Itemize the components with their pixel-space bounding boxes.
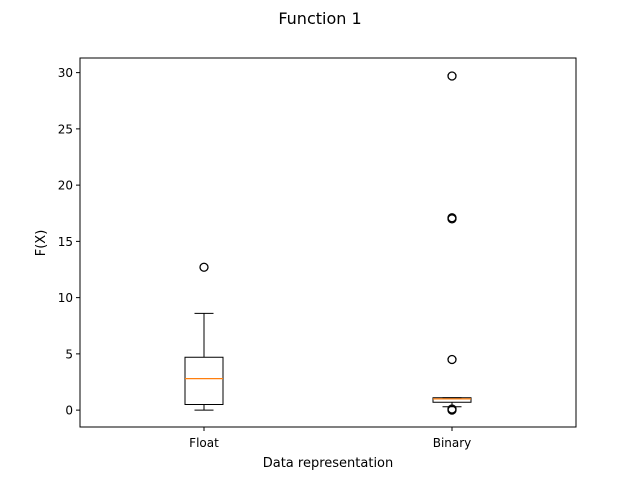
flier-point-float [199, 262, 209, 272]
y-tick-label: 5 [65, 347, 73, 361]
y-tick-label: 25 [58, 122, 73, 136]
flier-point-binary [447, 404, 457, 414]
flier-point-binary [447, 71, 457, 81]
box-float [184, 356, 224, 405]
chart-title: Function 1 [278, 9, 361, 28]
y-tick-label: 0 [65, 404, 73, 418]
axes-frame [79, 57, 577, 428]
box-binary [432, 397, 472, 403]
y-axis-label: F(X) [34, 230, 49, 257]
flier-point-binary [447, 213, 457, 223]
x-tick-label-float: Float [189, 436, 219, 450]
x-axis-label: Data representation [263, 456, 394, 471]
y-tick-label: 10 [58, 291, 73, 305]
x-tick-label-binary: Binary [433, 436, 472, 450]
plot-area: 0 5 10 15 20 25 30 Float Binary [58, 66, 472, 450]
y-tick-label: 30 [58, 66, 73, 80]
y-tick-label: 15 [58, 235, 73, 249]
y-tick-label: 20 [58, 179, 73, 193]
flier-point-binary [447, 354, 457, 365]
